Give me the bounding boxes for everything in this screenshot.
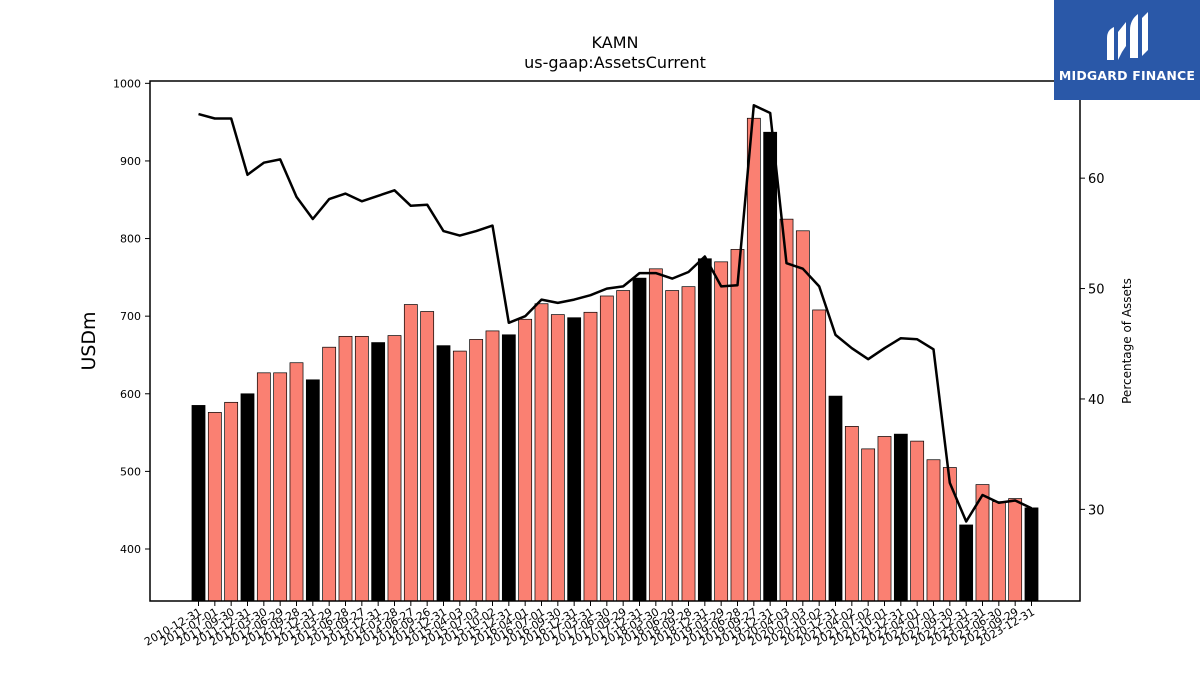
y-tick-label: 400 — [120, 543, 141, 556]
y2-tick-label: 40 — [1088, 393, 1105, 408]
bar — [354, 335, 369, 602]
bar — [403, 304, 418, 602]
chart-title: KAMN — [592, 33, 639, 52]
bar — [224, 401, 239, 602]
bar — [420, 311, 435, 602]
bar — [599, 295, 614, 602]
bar — [665, 290, 680, 602]
bar — [746, 117, 761, 602]
plot-frame — [149, 80, 1081, 602]
bar — [436, 345, 451, 602]
bar — [926, 459, 941, 602]
chart-subtitle: us-gaap:AssetsCurrent — [524, 53, 706, 72]
bar — [844, 426, 859, 602]
bar — [648, 268, 663, 602]
bar — [779, 218, 794, 602]
y2-tick-label: 30 — [1088, 503, 1105, 518]
bar — [681, 286, 696, 602]
y-axis-right: 30 40 50 60 — [1080, 172, 1105, 518]
bar — [501, 334, 516, 602]
bar — [910, 440, 925, 602]
bar — [959, 524, 974, 602]
bar — [371, 342, 386, 602]
bar — [795, 230, 810, 602]
bar-series — [191, 117, 1039, 602]
bar — [861, 448, 876, 602]
bar — [1024, 507, 1039, 602]
bar — [550, 314, 565, 602]
bar — [387, 335, 402, 602]
y2-tick-label: 60 — [1088, 172, 1105, 187]
bar — [632, 277, 647, 602]
bar — [763, 131, 778, 602]
logo-text: MIDGARD FINANCE — [1058, 68, 1196, 83]
y-tick-label: 600 — [120, 388, 141, 401]
bar — [289, 362, 304, 602]
bar — [567, 317, 582, 602]
bar — [485, 330, 500, 602]
bar — [207, 412, 222, 602]
bar — [240, 393, 255, 602]
bar — [1008, 498, 1023, 602]
bar — [534, 303, 549, 602]
y2-tick-label: 50 — [1088, 283, 1105, 298]
bar — [730, 249, 745, 602]
bar — [714, 261, 729, 602]
bar — [942, 467, 957, 602]
y-tick-label: 900 — [120, 155, 141, 168]
bar — [616, 290, 631, 602]
y2-axis-label: Percentage of Assets — [1120, 278, 1134, 404]
bar — [191, 405, 206, 602]
bar — [877, 436, 892, 602]
midgard-finance-logo: MIDGARD FINANCE — [1054, 0, 1200, 100]
y-axis-label: USDm — [78, 311, 100, 370]
bar — [828, 395, 843, 602]
bar — [812, 309, 827, 602]
bar — [322, 346, 337, 602]
bar — [893, 433, 908, 602]
line-series — [198, 104, 1033, 523]
y-tick-label: 800 — [120, 233, 141, 246]
bar — [991, 501, 1006, 602]
bar — [518, 318, 533, 602]
bar — [338, 335, 353, 602]
bar — [256, 372, 271, 602]
bar — [273, 372, 288, 602]
y-axis-left: 400 500 600 700 800 900 1000 — [113, 77, 150, 556]
y-tick-label: 500 — [120, 465, 141, 478]
logo-mark-icon — [1107, 12, 1148, 60]
y-tick-label: 1000 — [113, 77, 141, 90]
percentage-line — [198, 104, 1033, 523]
bar — [305, 379, 320, 602]
x-axis: 2010-12-312011-07-012011-09-302011-12-31… — [142, 601, 1037, 649]
bar — [452, 350, 467, 602]
y-tick-label: 700 — [120, 310, 141, 323]
bar — [469, 339, 484, 602]
bar — [583, 311, 598, 602]
bar — [697, 258, 712, 602]
